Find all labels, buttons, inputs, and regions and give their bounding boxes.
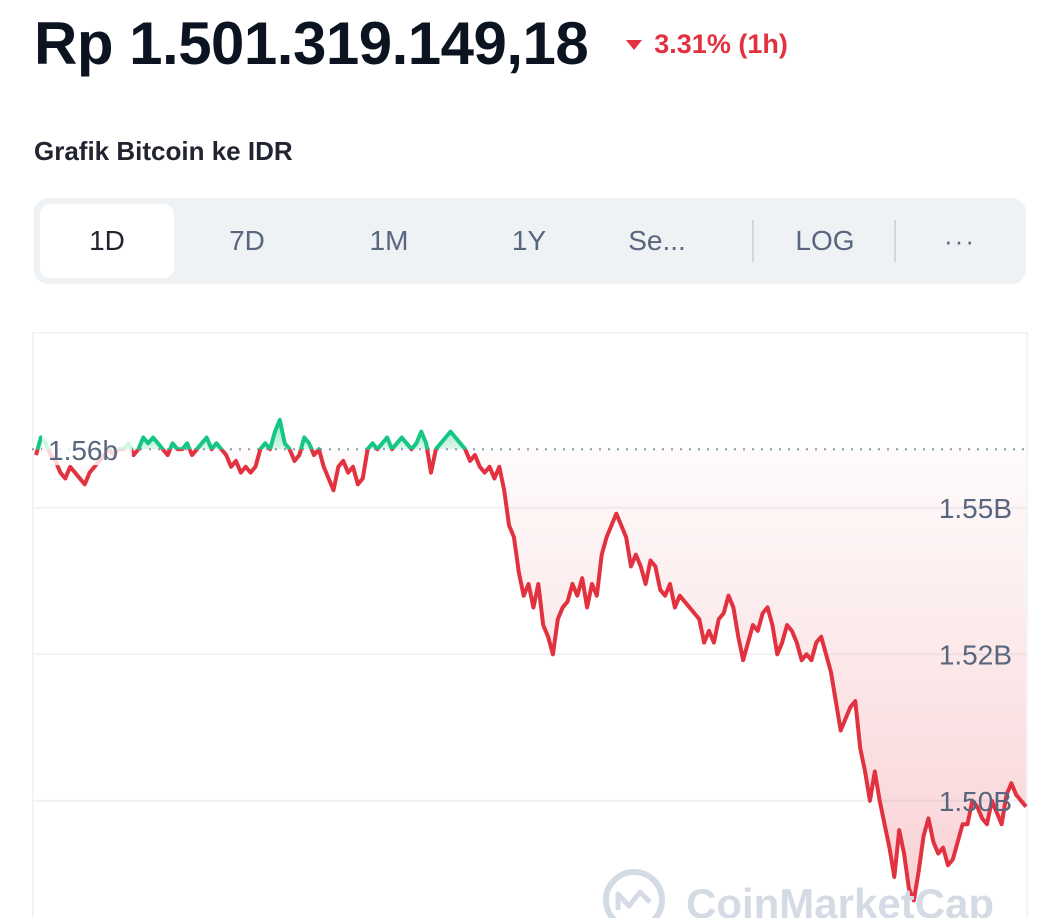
price-change-text: 3.31% (1h): [654, 28, 788, 59]
log-scale-button[interactable]: LOG: [795, 225, 855, 256]
coinmarketcap-logo-icon: [603, 869, 665, 923]
price-chart-svg: 1.56b 1.55B 1.52B 1.50B CoinMarketCap: [31, 331, 1029, 923]
y-tick-label: 1.55B: [939, 493, 1012, 524]
toolbar-divider: [752, 220, 754, 262]
range-button-1m[interactable]: 1M: [369, 225, 409, 256]
range-button-1d[interactable]: 1D: [40, 204, 174, 278]
range-button-1y[interactable]: 1Y: [511, 225, 547, 256]
area-fill-down: [36, 449, 1026, 901]
current-price: Rp 1.501.319.149,18: [34, 10, 589, 77]
toolbar-divider: [894, 220, 896, 262]
chart-title: Grafik Bitcoin ke IDR: [34, 136, 293, 166]
watermark-text: CoinMarketCap: [686, 880, 994, 918]
price-line-down: [34, 449, 1028, 903]
y-tick-label: 1.50B: [939, 786, 1012, 817]
reference-label: 1.56b: [48, 435, 118, 466]
price-chart[interactable]: 1.56b 1.55B 1.52B 1.50B CoinMarketCap: [31, 331, 1029, 923]
chart-frame: [31, 331, 1029, 923]
range-button-7d[interactable]: 7D: [229, 225, 265, 256]
range-button-all[interactable]: Se...: [628, 225, 686, 256]
price-change: 3.31% (1h): [626, 29, 788, 60]
watermark: CoinMarketCap: [603, 869, 994, 923]
price-header: Rp 1.501.319.149,18 3.31% (1h): [34, 8, 788, 80]
price-line-up: [35, 417, 468, 450]
triangle-down-icon: [626, 40, 643, 50]
y-tick-label: 1.52B: [939, 639, 1012, 670]
more-horizontal-icon[interactable]: ···: [944, 225, 976, 256]
time-range-toolbar: 1D 7D 1M 1Y Se... LOG ···: [34, 198, 1026, 284]
